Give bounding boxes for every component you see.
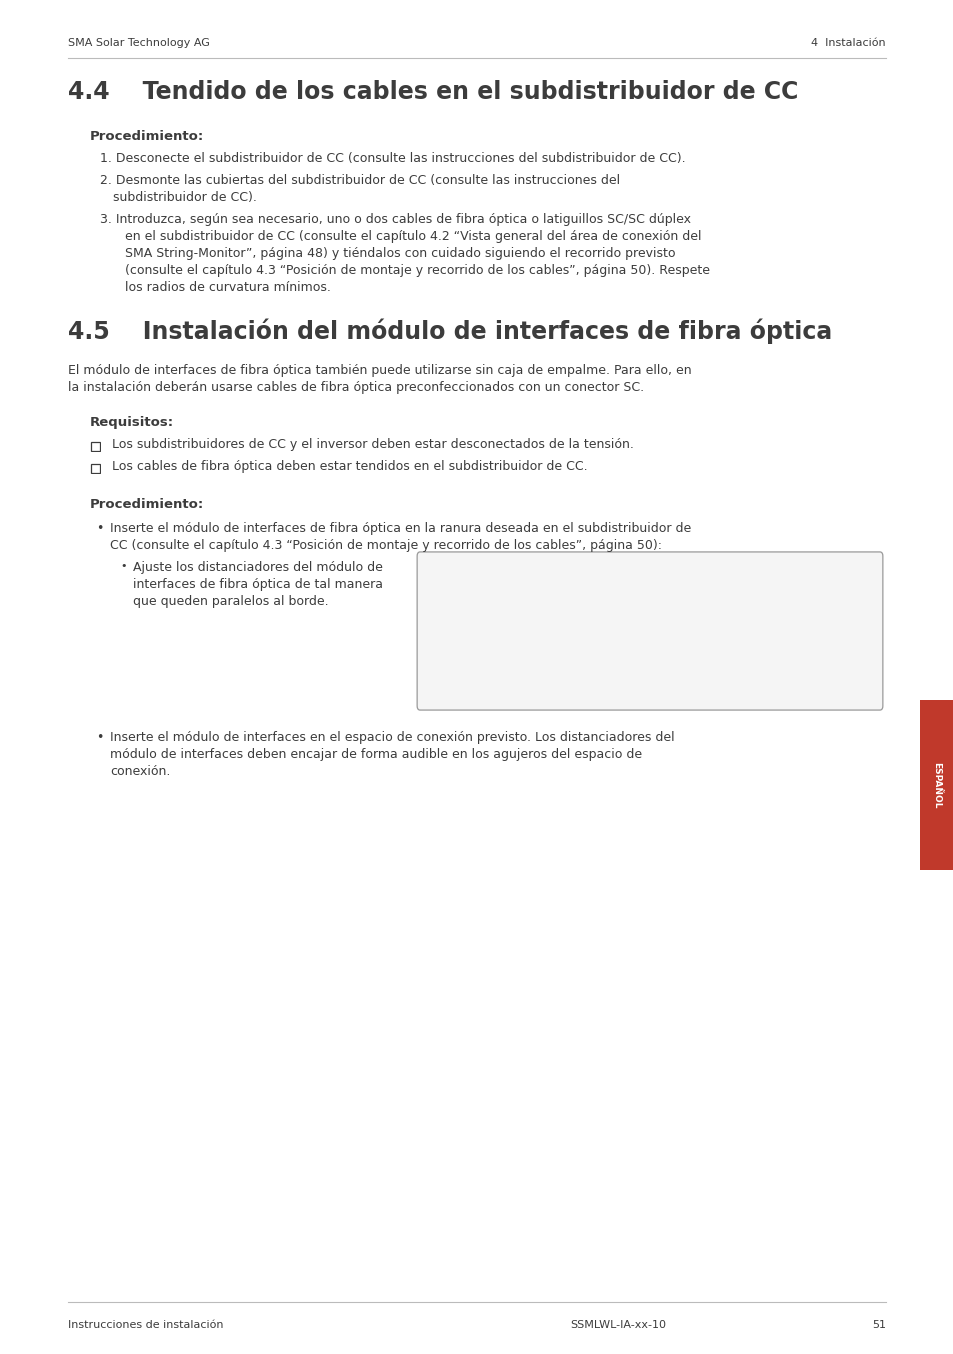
FancyBboxPatch shape (717, 566, 861, 696)
Bar (730, 577, 842, 594)
Text: 2. Desmonte las cubiertas del subdistribuidor de CC (consulte las instrucciones : 2. Desmonte las cubiertas del subdistrib… (100, 175, 619, 187)
Text: Instrucciones de instalación: Instrucciones de instalación (68, 1320, 223, 1330)
Text: •: • (96, 731, 103, 743)
Text: 4  Instalación: 4 Instalación (810, 38, 885, 47)
Text: los radios de curvatura mínimos.: los radios de curvatura mínimos. (112, 282, 331, 294)
Bar (550, 589, 578, 639)
Text: 4.5    Instalación del módulo de interfaces de fibra óptica: 4.5 Instalación del módulo de interfaces… (68, 318, 831, 344)
Text: SMA String-Monitor”, página 48) y tiéndalos con cuidado siguiendo el recorrido p: SMA String-Monitor”, página 48) y tiénda… (112, 246, 675, 260)
Text: (consulte el capítulo 4.3 “Posición de montaje y recorrido de los cables”, págin: (consulte el capítulo 4.3 “Posición de m… (112, 264, 709, 278)
Text: conexión.: conexión. (110, 765, 171, 779)
Bar (478, 605, 523, 639)
Text: SMA Solar Technology AG: SMA Solar Technology AG (68, 38, 210, 47)
Bar (546, 589, 582, 603)
Text: ESPAÑOL: ESPAÑOL (931, 762, 941, 808)
Text: la instalación deberán usarse cables de fibra óptica preconfeccionados con un co: la instalación deberán usarse cables de … (68, 380, 643, 394)
Text: 3. Introduzca, según sea necesario, uno o dos cables de fibra óptica o latiguill: 3. Introduzca, según sea necesario, uno … (100, 213, 690, 226)
Text: Inserte el módulo de interfaces de fibra óptica en la ranura deseada en el subdi: Inserte el módulo de interfaces de fibra… (110, 523, 691, 535)
Text: Requisitos:: Requisitos: (90, 416, 174, 429)
Text: Inserte el módulo de interfaces en el espacio de conexión previsto. Los distanci: Inserte el módulo de interfaces en el es… (110, 731, 674, 743)
Text: Ajuste los distanciadores del módulo de: Ajuste los distanciadores del módulo de (132, 561, 382, 574)
Text: 51: 51 (871, 1320, 885, 1330)
Text: Procedimiento:: Procedimiento: (90, 130, 204, 144)
Text: Los subdistribuidores de CC y el inversor deben estar desconectados de la tensió: Los subdistribuidores de CC y el inverso… (112, 437, 633, 451)
Bar (717, 608, 723, 651)
Text: interfaces de fibra óptica de tal manera: interfaces de fibra óptica de tal manera (132, 578, 382, 590)
Text: subdistribuidor de CC).: subdistribuidor de CC). (112, 191, 256, 204)
Text: que queden paralelos al borde.: que queden paralelos al borde. (132, 594, 328, 608)
FancyBboxPatch shape (437, 589, 685, 680)
Text: en el subdistribuidor de CC (consulte el capítulo 4.2 “Vista general del área de: en el subdistribuidor de CC (consulte el… (112, 230, 700, 242)
Text: CC (consulte el capítulo 4.3 “Posición de montaje y recorrido de los cables”, pá: CC (consulte el capítulo 4.3 “Posición d… (110, 539, 661, 552)
Text: •: • (120, 561, 127, 571)
Text: 4.4    Tendido de los cables en el subdistribuidor de CC: 4.4 Tendido de los cables en el subdistr… (68, 80, 798, 104)
Text: 1. Desconecte el subdistribuidor de CC (consulte las instrucciones del subdistri: 1. Desconecte el subdistribuidor de CC (… (100, 152, 685, 165)
Bar (91, 443, 100, 451)
Text: Procedimiento:: Procedimiento: (90, 498, 204, 510)
Text: El módulo de interfaces de fibra óptica también puede utilizarse sin caja de emp: El módulo de interfaces de fibra óptica … (68, 364, 691, 376)
Text: •: • (96, 523, 103, 535)
Text: módulo de interfaces deben encajar de forma audible en los agujeros del espacio : módulo de interfaces deben encajar de fo… (110, 747, 641, 761)
Text: Los cables de fibra óptica deben estar tendidos en el subdistribuidor de CC.: Los cables de fibra óptica deben estar t… (112, 460, 587, 473)
Text: SSMLWL-IA-xx-10: SSMLWL-IA-xx-10 (569, 1320, 665, 1330)
Bar (91, 464, 100, 473)
